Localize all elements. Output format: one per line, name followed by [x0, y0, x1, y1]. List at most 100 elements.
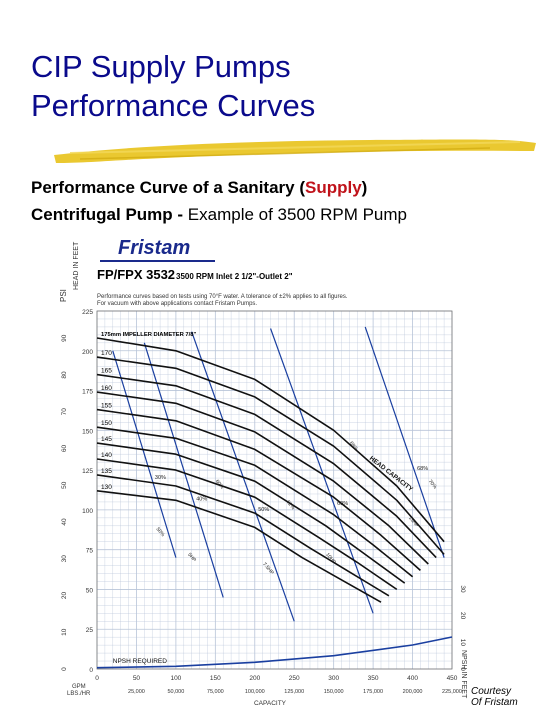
- y-tick-feet: 25: [86, 627, 94, 634]
- courtesy-line1: Courtesy: [471, 686, 512, 697]
- plot-frame: [96, 310, 453, 670]
- brand-logo: Fristam: [118, 237, 190, 259]
- curve-label: 165: [101, 368, 112, 375]
- curve-callout: 5HP: [186, 552, 197, 564]
- y-tick-feet: 100: [82, 508, 93, 515]
- x-tick-gpm: 350: [368, 675, 379, 682]
- x-tick-lbshr: 175,000: [363, 689, 383, 695]
- slide-subtitle: Performance Curves: [31, 88, 316, 123]
- desc-highlight: Supply: [304, 178, 362, 197]
- curve-label: 150: [101, 420, 112, 427]
- curve-label: 145: [101, 436, 112, 443]
- efficiency-label: 40%: [196, 497, 207, 503]
- y-tick-psi: 0: [61, 667, 68, 671]
- desc-line2-rest: Example of 3500 RPM Pump: [183, 205, 408, 224]
- gpm-label: GPM: [72, 684, 86, 690]
- y-tick-psi: 60: [61, 444, 68, 452]
- efficiency-line: [112, 350, 177, 558]
- slide-title: CIP Supply Pumps: [31, 49, 291, 84]
- npsh-required-curve: [96, 636, 453, 669]
- desc-line1-close: ): [361, 178, 368, 197]
- x-tick-gpm: 0: [95, 675, 99, 682]
- x-tick-gpm: 100: [170, 675, 181, 682]
- x-tick-gpm: 150: [210, 675, 221, 682]
- x-tick-lbshr: 200,000: [403, 689, 423, 695]
- head-curve: [96, 356, 445, 555]
- chart-svg: Fristam FP/FPX 3532 3500 RPM Inlet 2 1/2"-…: [59, 237, 467, 707]
- curve-label: 130: [101, 484, 112, 491]
- head-curve: [96, 474, 390, 597]
- y-tick-psi: 90: [61, 334, 68, 342]
- note-line-1: Performance curves based on tests using …: [97, 294, 348, 300]
- curve-callout: 15HP: [407, 515, 420, 529]
- courtesy-note: Courtesy Of Fristam: [471, 686, 518, 708]
- y-tick-feet: 225: [82, 309, 93, 316]
- curve-label: 140: [101, 452, 112, 459]
- x-tick-lbshr: 225,000: [442, 689, 462, 695]
- y-tick-psi: 40: [61, 518, 68, 526]
- head-curve: [96, 458, 398, 591]
- y-tick-psi: 70: [61, 408, 68, 416]
- y-tick-feet: 150: [82, 428, 93, 435]
- efficiency-line: [364, 326, 445, 558]
- y-tick-feet: 50: [86, 587, 94, 594]
- x-tick-lbshr: 125,000: [284, 689, 304, 695]
- head-curve: [96, 426, 414, 578]
- model-spec: 3500 RPM Inlet 2 1/2"-Outlet 2": [176, 272, 293, 281]
- efficiency-label: 30%: [155, 475, 166, 481]
- pump-curve-chart: Fristam FP/FPX 3532 3500 RPM Inlet 2 1/2"-…: [0, 230, 540, 720]
- model-name: FP/FPX 3532: [97, 267, 175, 282]
- lbshr-label: LBS./HR: [67, 691, 91, 697]
- curve-callout: 7.5HP: [261, 561, 275, 576]
- y-tick-feet: 200: [82, 349, 93, 356]
- curve-label: 155: [101, 403, 112, 410]
- head-curve: [96, 337, 445, 543]
- efficiency-line: [143, 342, 224, 598]
- head-curve: [96, 373, 437, 559]
- curve-callout: 60%: [214, 479, 225, 491]
- npsh-axis-title: NPSH IN FEET: [460, 650, 467, 699]
- slide-description: Performance Curve of a Sanitary (Supply)…: [31, 174, 407, 228]
- x-tick-lbshr: 25,000: [128, 689, 145, 695]
- efficiency-label: 68%: [417, 466, 428, 472]
- npsh-required-label: NPSH REQUIRED: [113, 658, 167, 665]
- curve-callout: 50%: [155, 526, 166, 538]
- head-curve: [96, 408, 421, 571]
- efficiency-label: 50%: [258, 507, 269, 513]
- x-tick-gpm: 50: [133, 675, 141, 682]
- y-tick-feet: 75: [86, 548, 94, 555]
- desc-line1-text: Performance Curve of a Sanitary (: [31, 178, 305, 197]
- x-tick-gpm: 450: [447, 675, 458, 682]
- curve-label: 170: [101, 350, 112, 357]
- y-tick-feet: 125: [82, 468, 93, 475]
- x-tick-lbshr: 50,000: [167, 689, 184, 695]
- x-tick-lbshr: 150,000: [324, 689, 344, 695]
- x-tick-lbshr: 75,000: [207, 689, 224, 695]
- psi-axis-title: PSI: [59, 289, 68, 302]
- x-tick-gpm: 250: [289, 675, 300, 682]
- head-curve: [96, 490, 382, 603]
- curve-label: 175mm IMPELLER DIAMETER 7/8": [101, 332, 196, 338]
- y-tick-psi: 80: [61, 371, 68, 379]
- curve-callout: 68%: [348, 440, 359, 452]
- y-tick-npsh: 30: [459, 585, 466, 593]
- y-tick-npsh: 0: [459, 667, 466, 671]
- note-line-2: For vacuum with above applications conta…: [97, 301, 257, 307]
- head-curve: [96, 442, 406, 584]
- efficiency-line: [269, 328, 374, 614]
- x-tick-gpm: 400: [407, 675, 418, 682]
- y-tick-feet: 0: [89, 667, 93, 674]
- curve-callout: 62%: [285, 499, 296, 511]
- x-tick-gpm: 200: [249, 675, 260, 682]
- head-capacity-label: HEAD CAPACITY: [368, 455, 415, 494]
- y-tick-psi: 10: [61, 628, 68, 636]
- y-tick-psi: 50: [61, 481, 68, 489]
- desc-line2-bold: Centrifugal Pump -: [31, 205, 184, 224]
- curve-label: 160: [101, 385, 112, 392]
- y-tick-npsh: 20: [459, 612, 466, 620]
- curve-label: 135: [101, 468, 112, 475]
- y-tick-feet: 175: [82, 389, 93, 396]
- highlighter-stroke: [54, 139, 536, 163]
- y-tick-psi: 20: [61, 591, 68, 599]
- x-axis-title: CAPACITY: [254, 700, 287, 707]
